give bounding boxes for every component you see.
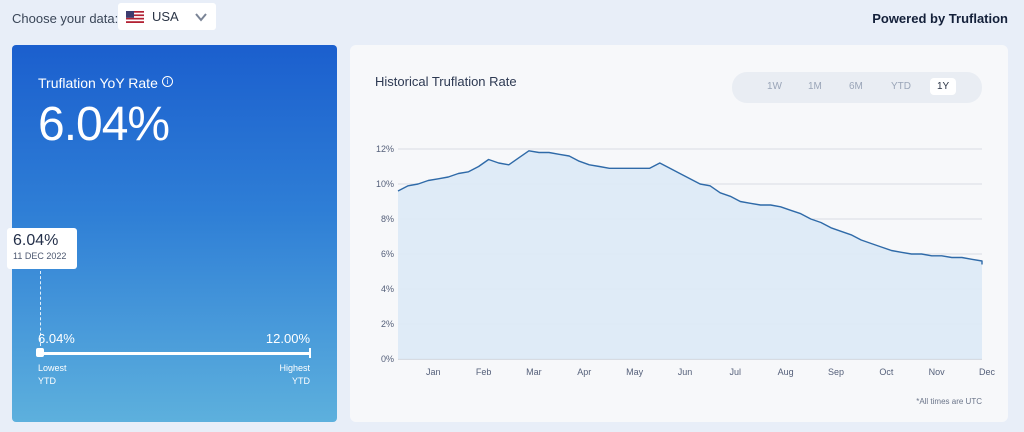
range-high-label-line1: Highest [279,363,310,373]
historical-rate-chart: 0% 2% 4% 6% 8% 10% 12% Jan Feb Mar Apr May Jun Jul Aug… [376,144,996,377]
tab-ytd[interactable]: YTD [891,81,911,92]
tooltip-connector [40,271,41,346]
tab-6m[interactable]: 6M [849,81,863,92]
tooltip-value: 6.04% [13,232,59,249]
x-tick-label: May [626,367,644,377]
x-tick-label: Apr [577,367,591,377]
x-tick-label: Sep [828,367,844,377]
y-tick-label: 0% [381,354,394,364]
current-rate-tooltip: 6.04% 11 DEC 2022 [7,228,77,269]
range-high-label: Highest YTD [279,362,310,388]
chart-title: Historical Truflation Rate [375,74,517,89]
us-flag-icon [126,10,144,23]
x-tick-label: Jun [678,367,693,377]
chevron-down-icon [195,12,207,22]
x-tick-label: Jul [730,367,742,377]
range-low-label: Lowest YTD [38,362,67,388]
x-tick-label: Oct [879,367,894,377]
tab-1w[interactable]: 1W [767,81,782,92]
yoy-rate-title: Truflation YoY Rate i [38,75,173,91]
y-tick-label: 2% [381,319,394,329]
timezone-note: *All times are UTC [916,397,982,406]
powered-by-label: Powered by Truflation [872,11,1008,26]
country-select[interactable]: USA [118,3,216,30]
yoy-rate-card: Truflation YoY Rate i 6.04% 6.04% 11 DEC … [7,45,337,422]
series-line [397,150,983,265]
x-tick-label: Nov [929,367,946,377]
y-tick-label: 8% [381,214,394,224]
ytd-range-marker [36,348,44,357]
top-bar: Choose your data: USA Powered by Truflat… [0,0,1024,40]
range-high-label-line2: YTD [292,376,310,386]
x-tick-label: Feb [476,367,492,377]
country-select-value: USA [152,9,179,24]
range-low-label-line1: Lowest [38,363,67,373]
y-tick-label: 10% [376,179,394,189]
info-icon[interactable]: i [161,76,173,87]
range-high-value: 12.00% [265,331,310,346]
range-low-value: 6.04% [38,331,75,346]
choose-data-label: Choose your data: [12,11,119,26]
x-tick-label: Mar [526,367,542,377]
x-tick-label: Jan [426,367,441,377]
yoy-rate-title-text: Truflation YoY Rate [38,75,158,91]
series-area [398,150,982,359]
ytd-range-track [40,352,310,355]
tab-1m[interactable]: 1M [808,81,822,92]
range-low-label-line2: YTD [38,376,56,386]
time-range-tabs: 1W 1M 6M YTD 1Y [732,72,982,103]
tooltip-date: 11 DEC 2022 [13,251,67,261]
ytd-range-end-marker [309,348,311,358]
tab-1y[interactable]: 1Y [930,78,957,95]
x-tick-label: Aug [778,367,794,377]
historical-chart-card: Historical Truflation Rate 1W 1M 6M YTD … [350,45,1008,422]
y-tick-label: 12% [376,144,394,154]
y-tick-label: 6% [381,249,394,259]
x-tick-label: Dec [979,367,996,377]
y-tick-label: 4% [381,284,394,294]
yoy-rate-value: 6.04% [38,98,170,151]
